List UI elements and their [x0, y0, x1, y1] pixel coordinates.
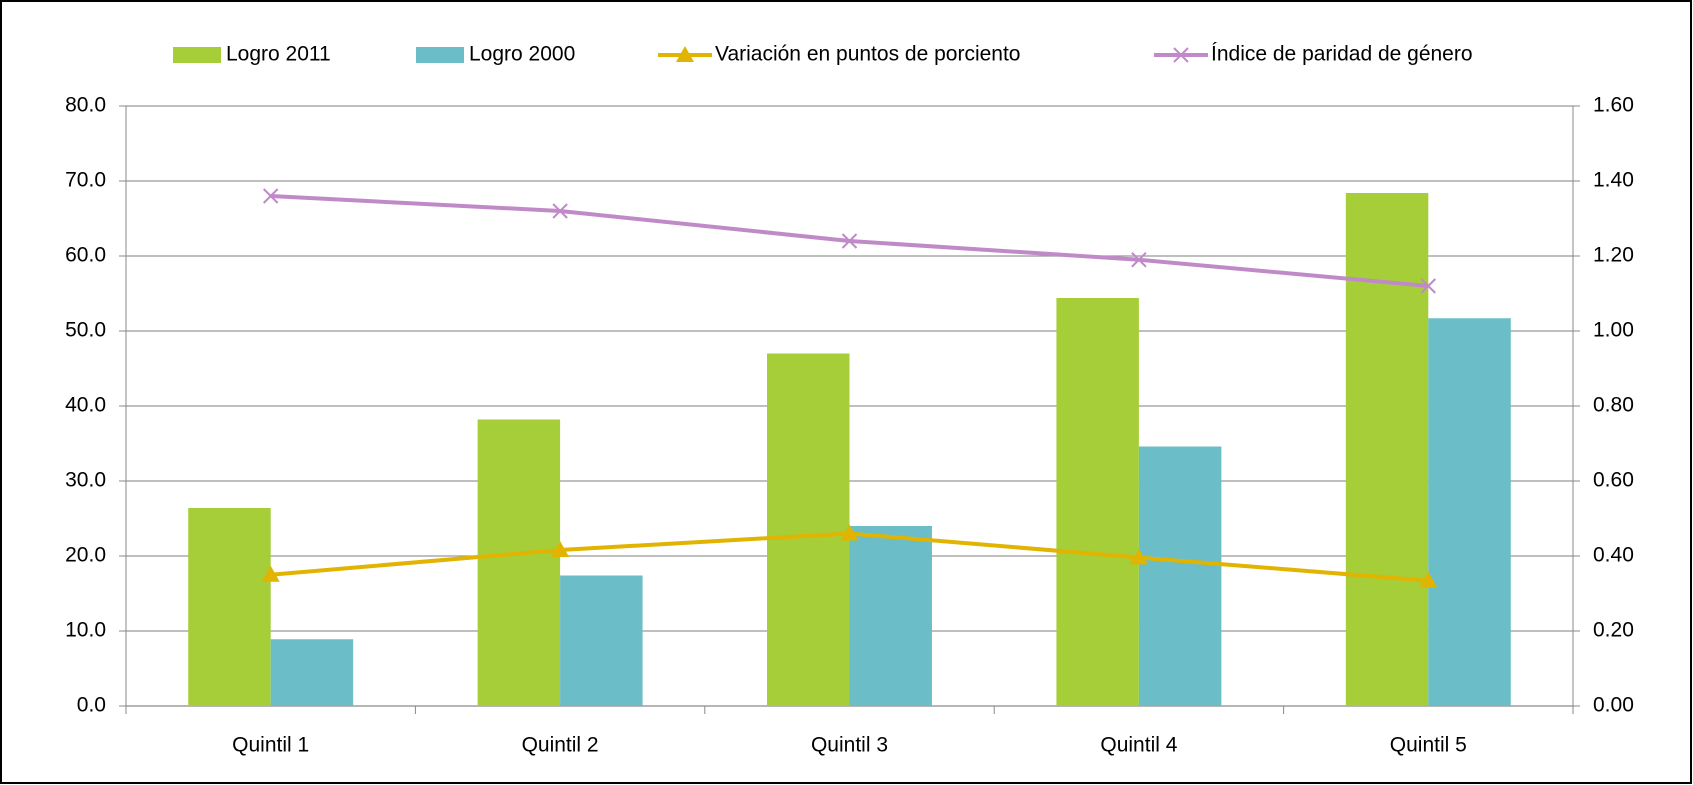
line-marker — [261, 565, 280, 582]
y2-tick-label: 1.20 — [1593, 244, 1634, 267]
y-tick-label: 40.0 — [65, 394, 106, 417]
y2-tick-label: 0.00 — [1593, 694, 1634, 717]
y2-tick-label: 1.40 — [1593, 169, 1634, 192]
y-tick-label: 0.0 — [77, 694, 106, 717]
x-tick-label: Quintil 1 — [232, 734, 309, 757]
y-tick-label: 60.0 — [65, 244, 106, 267]
bar — [1138, 446, 1222, 706]
y2-tick-label: 1.00 — [1593, 319, 1634, 342]
line-marker — [1131, 252, 1147, 268]
y-tick-label: 80.0 — [65, 94, 106, 117]
legend-label: Logro 2011 — [226, 43, 331, 66]
y2-tick-label: 0.60 — [1593, 469, 1634, 492]
line-marker — [840, 524, 859, 541]
line-marker — [1129, 548, 1148, 565]
legend-label: Logro 2000 — [469, 43, 575, 66]
line-marker — [1419, 571, 1438, 588]
x-tick-label: Quintil 3 — [811, 734, 888, 757]
legend-label: Variación en puntos de porciento — [715, 43, 1020, 66]
bar — [767, 353, 850, 706]
bar — [560, 575, 643, 706]
bar — [1056, 298, 1139, 706]
line-marker — [262, 188, 279, 204]
line-marker — [841, 233, 858, 249]
y2-tick-label: 0.40 — [1593, 544, 1634, 567]
y2-tick-label: 0.80 — [1593, 394, 1634, 417]
y-tick-label: 30.0 — [65, 469, 106, 492]
y-tick-label: 70.0 — [65, 169, 106, 192]
legend-label: Índice de paridad de género — [1211, 43, 1473, 66]
legend-swatch — [416, 47, 464, 63]
bar — [849, 526, 932, 706]
bar — [1428, 318, 1511, 706]
y2-tick-label: 0.20 — [1593, 619, 1634, 642]
line-marker — [552, 203, 568, 219]
line-marker — [1420, 278, 1437, 294]
line-marker — [676, 46, 694, 62]
y2-tick-label: 1.60 — [1593, 94, 1634, 117]
bar — [270, 639, 354, 706]
y-tick-label: 20.0 — [65, 544, 106, 567]
y-tick-label: 10.0 — [65, 619, 106, 642]
bar — [477, 419, 561, 706]
line-marker — [1173, 47, 1189, 63]
line-marker — [551, 541, 570, 557]
y-tick-label: 50.0 — [65, 319, 106, 342]
x-tick-label: Quintil 2 — [522, 734, 599, 757]
bar — [1345, 193, 1429, 706]
x-tick-label: Quintil 5 — [1390, 734, 1467, 757]
x-tick-label: Quintil 4 — [1100, 734, 1177, 757]
legend-swatch — [173, 47, 221, 63]
bar — [188, 508, 271, 706]
